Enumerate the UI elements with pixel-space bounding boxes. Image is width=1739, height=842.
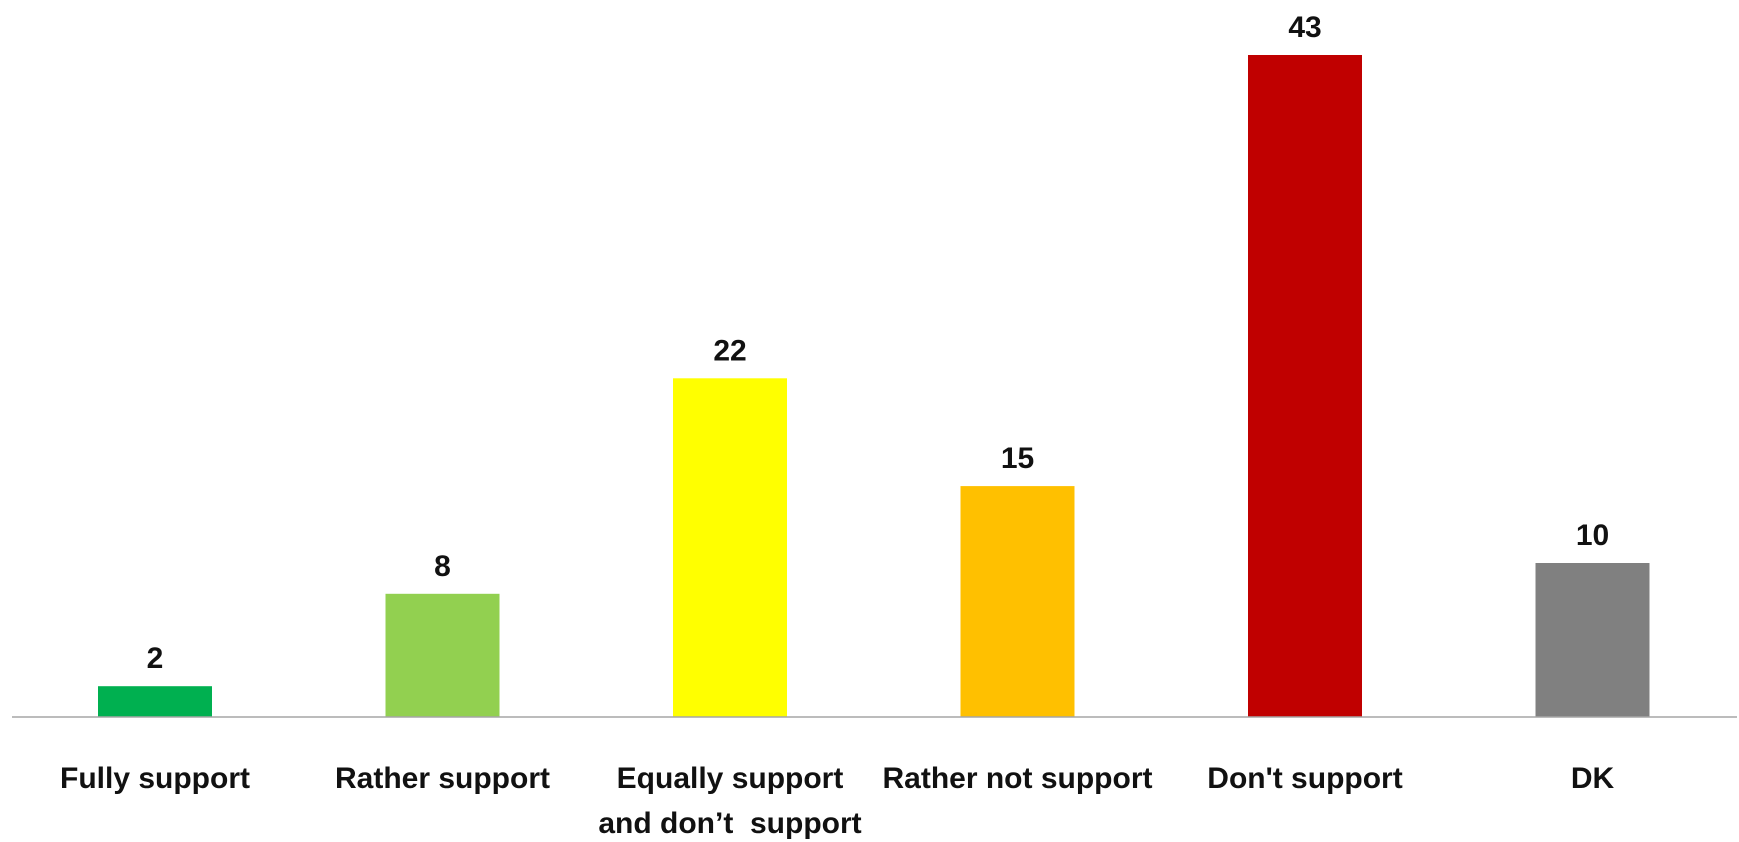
bar-0	[98, 686, 212, 717]
bar-5	[1535, 563, 1650, 717]
bar-4	[1248, 55, 1362, 717]
category-label-0-line-0: Fully support	[60, 762, 250, 795]
category-label-1-line-0: Rather support	[335, 762, 550, 795]
value-labels-layer: 2 8 22 15 43 10	[147, 11, 1610, 675]
category-label-4-line-0: Don't support	[1207, 762, 1402, 795]
category-label-1: Rather support	[335, 762, 550, 795]
bar-1	[385, 593, 500, 717]
category-label-0: Fully support	[60, 762, 250, 795]
value-label-0: 2	[147, 642, 164, 675]
category-label-2: Equally support and don’t support	[598, 762, 861, 840]
category-label-3-line-0: Rather not support	[883, 762, 1153, 795]
category-label-5-line-0: DK	[1571, 762, 1615, 795]
category-label-5: DK	[1571, 762, 1615, 795]
value-label-2: 22	[713, 334, 746, 367]
category-label-2-line-0: Equally support	[617, 762, 844, 795]
value-label-4: 43	[1288, 11, 1321, 44]
bar-2	[673, 378, 787, 717]
value-label-1: 8	[434, 550, 451, 583]
category-label-4: Don't support	[1207, 762, 1402, 795]
bars-layer	[98, 55, 1650, 717]
bar-3	[960, 486, 1075, 717]
value-label-3: 15	[1001, 442, 1034, 475]
value-label-5: 10	[1576, 519, 1609, 552]
category-label-2-line-1: and don’t support	[598, 807, 861, 840]
category-labels-layer: Fully support Rather support Equally suppo…	[60, 762, 1614, 840]
category-label-3: Rather not support	[883, 762, 1153, 795]
